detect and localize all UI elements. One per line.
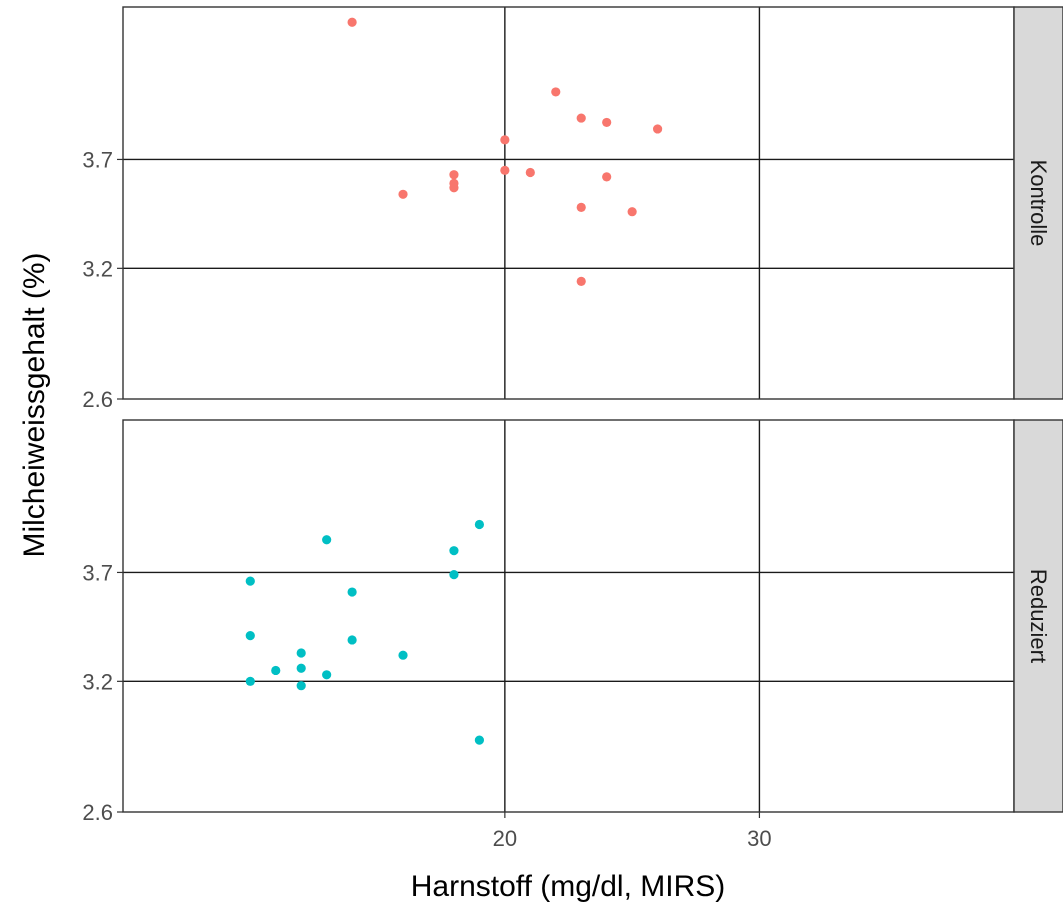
data-point-reduziert-12 — [271, 665, 281, 676]
data-point-kontrolle-4 — [602, 117, 612, 128]
data-point-reduziert-4 — [449, 570, 459, 580]
data-point-reduziert-14 — [245, 676, 255, 686]
panels: 2.6 3.2 3.7 Kontrolle 2.6 3.2 3.7 Reduziert — [82, 6, 1063, 825]
data-point-reduziert-2 — [322, 535, 332, 545]
x-axis: 20 30 — [493, 812, 772, 851]
facet-label-kontrolle: Kontrolle — [1026, 160, 1051, 247]
data-point-kontrolle-12 — [449, 183, 459, 193]
data-point-kontrolle-3 — [576, 113, 586, 123]
data-point-reduziert-1 — [474, 519, 484, 530]
x-tick-label: 30 — [747, 826, 771, 851]
data-point-kontrolle-10 — [602, 172, 612, 182]
y-tick-label: 2.6 — [82, 800, 113, 825]
data-point-reduziert-8 — [347, 635, 357, 645]
data-point-reduziert-16 — [474, 735, 484, 745]
facet-label-reduziert: Reduziert — [1026, 569, 1051, 663]
data-point-kontrolle-5 — [653, 124, 663, 134]
data-point-reduziert-15 — [296, 681, 306, 691]
y-tick-label: 3.2 — [82, 669, 113, 694]
data-point-kontrolle-1 — [347, 17, 357, 27]
data-point-kontrolle-9 — [449, 170, 459, 180]
facet-strip-kontrolle — [1013, 6, 1063, 400]
x-tick-label: 20 — [493, 826, 517, 851]
y-tick-label: 2.6 — [82, 387, 113, 412]
panel-reduziert: 2.6 3.2 3.7 Reduziert — [82, 419, 1063, 825]
y-tick-label: 3.7 — [82, 560, 113, 585]
x-axis-title: Harnstoff (mg/dl, MIRS) — [411, 870, 726, 903]
data-point-reduziert-13 — [322, 670, 332, 680]
data-point-reduziert-6 — [347, 587, 357, 597]
data-point-kontrolle-7 — [500, 165, 510, 175]
data-point-reduziert-9 — [296, 648, 306, 658]
data-point-reduziert-3 — [449, 546, 459, 556]
data-point-kontrolle-13 — [398, 189, 408, 199]
data-point-kontrolle-16 — [576, 276, 586, 286]
data-point-kontrolle-15 — [627, 207, 637, 217]
data-point-reduziert-10 — [398, 650, 408, 660]
data-point-kontrolle-8 — [525, 167, 535, 178]
data-point-reduziert-11 — [296, 663, 306, 673]
y-axis-title: Milcheiweissgehalt (%) — [18, 252, 51, 557]
facet-strip-reduziert — [1013, 419, 1063, 813]
panel-kontrolle: 2.6 3.2 3.7 Kontrolle — [82, 6, 1063, 412]
y-tick-label: 3.2 — [82, 256, 113, 281]
data-point-kontrolle-14 — [576, 202, 586, 212]
y-tick-label: 3.7 — [82, 147, 113, 172]
data-point-kontrolle-6 — [500, 135, 510, 145]
data-point-kontrolle-2 — [551, 87, 561, 97]
panel-background — [123, 7, 1014, 399]
data-point-reduziert-5 — [245, 576, 255, 586]
data-point-reduziert-7 — [245, 631, 255, 641]
panel-background — [123, 420, 1014, 812]
